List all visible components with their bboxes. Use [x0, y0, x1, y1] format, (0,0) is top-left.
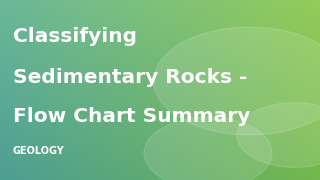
- Text: Classifying: Classifying: [13, 26, 137, 46]
- Text: Sedimentary Rocks -: Sedimentary Rocks -: [13, 68, 247, 87]
- Circle shape: [154, 27, 320, 135]
- Text: Flow Chart Summary: Flow Chart Summary: [13, 107, 250, 127]
- Circle shape: [144, 117, 272, 180]
- Text: GEOLOGY: GEOLOGY: [13, 146, 65, 156]
- Circle shape: [237, 103, 320, 167]
